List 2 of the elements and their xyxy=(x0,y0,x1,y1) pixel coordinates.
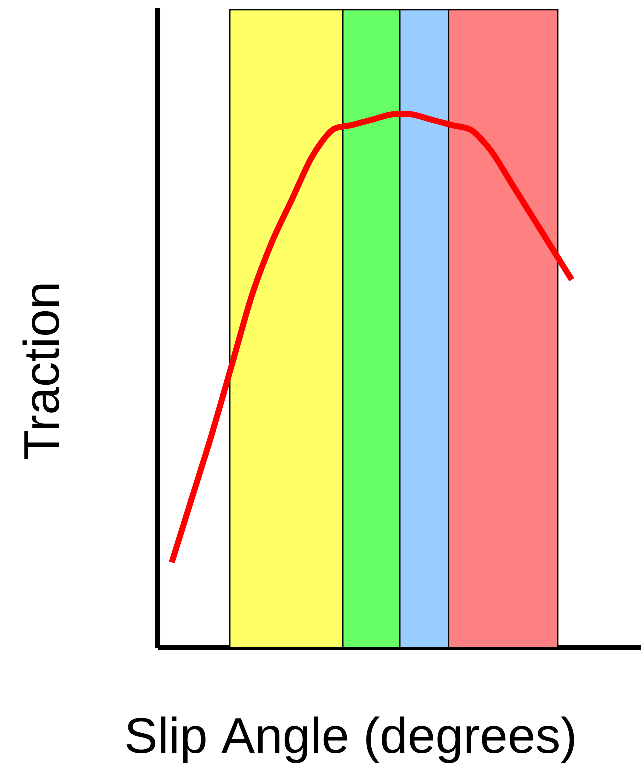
x-axis-title: Slip Angle (degrees) xyxy=(126,716,574,764)
y-axis-title: Traction xyxy=(22,284,60,460)
